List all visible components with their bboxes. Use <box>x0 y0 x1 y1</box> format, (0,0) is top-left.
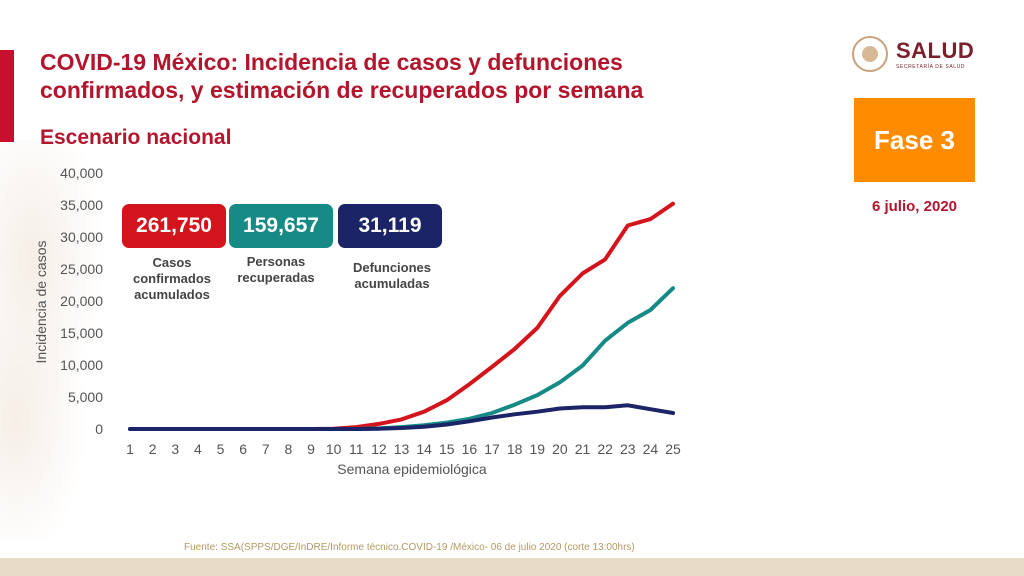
stat-confirmed-value: 261,750 <box>136 214 212 237</box>
y-tick-label: 25,000 <box>60 261 103 277</box>
logo-word: SALUD <box>896 38 975 63</box>
x-tick-label: 5 <box>217 441 225 457</box>
x-tick-label: 16 <box>462 441 478 457</box>
stat-confirmed-box: 261,750 <box>122 204 226 248</box>
x-tick-label: 13 <box>394 441 410 457</box>
x-tick-label: 12 <box>371 441 387 457</box>
y-tick-label: 35,000 <box>60 197 103 213</box>
stat-deaths-value: 31,119 <box>358 214 422 237</box>
phase-badge: Fase 3 <box>854 98 975 182</box>
x-tick-label: 10 <box>326 441 342 457</box>
x-tick-label: 1 <box>126 441 134 457</box>
x-tick-label: 15 <box>439 441 455 457</box>
stat-deaths-box: 31,119 <box>338 204 442 248</box>
stat-recovered-label: Personas recuperadas <box>237 254 315 285</box>
page-title: COVID-19 México: Incidencia de casos y d… <box>40 49 644 103</box>
series-line-deaths <box>128 403 675 431</box>
y-tick-label: 15,000 <box>60 325 103 341</box>
page-subtitle: Escenario nacional <box>40 126 232 149</box>
x-tick-label: 18 <box>507 441 523 457</box>
x-tick-label: 20 <box>552 441 568 457</box>
y-tick-label: 0 <box>95 421 103 437</box>
y-axis-label: Incidencia de casos <box>33 241 49 364</box>
source-note: Fuente: SSA(SPPS/DGE/InDRE/Informe técni… <box>184 542 635 553</box>
x-tick-label: 23 <box>620 441 636 457</box>
report-date: 6 julio, 2020 <box>871 198 958 215</box>
bottom-bar <box>0 558 1024 576</box>
stat-recovered-box: 159,657 <box>229 204 333 248</box>
x-tick-label: 6 <box>239 441 247 457</box>
y-tick-label: 40,000 <box>60 165 103 181</box>
x-tick-label: 8 <box>284 441 292 457</box>
x-tick-label: 24 <box>643 441 659 457</box>
x-tick-label: 22 <box>597 441 613 457</box>
x-axis-label: Semana epidemiológica <box>337 461 487 477</box>
x-tick-label: 11 <box>349 441 364 457</box>
y-tick-label: 5,000 <box>68 389 103 405</box>
stat-confirmed-label: Casos confirmados acumulados <box>132 255 211 302</box>
x-tick-label: 4 <box>194 441 202 457</box>
x-tick-label: 2 <box>149 441 157 457</box>
x-tick-label: 19 <box>529 441 545 457</box>
x-tick-label: 9 <box>307 441 315 457</box>
y-tick-label: 20,000 <box>60 293 103 309</box>
x-tick-label: 14 <box>416 441 432 457</box>
x-tick-label: 3 <box>171 441 179 457</box>
stat-recovered-value: 159,657 <box>243 214 319 237</box>
logo-subtitle: SECRETARÍA DE SALUD <box>896 64 966 70</box>
left-accent-bar <box>0 50 14 142</box>
salud-logo: SALUD SECRETARÍA DE SALUD <box>852 36 982 76</box>
stat-deaths-label: Defunciones acumuladas <box>352 260 431 291</box>
y-tick-label: 10,000 <box>60 357 103 373</box>
y-tick-label: 30,000 <box>60 229 103 245</box>
x-tick-label: 25 <box>665 441 681 457</box>
x-tick-label: 7 <box>262 441 270 457</box>
x-tick-label: 17 <box>484 441 500 457</box>
x-tick-label: 21 <box>575 441 591 457</box>
seal-icon <box>852 36 888 72</box>
